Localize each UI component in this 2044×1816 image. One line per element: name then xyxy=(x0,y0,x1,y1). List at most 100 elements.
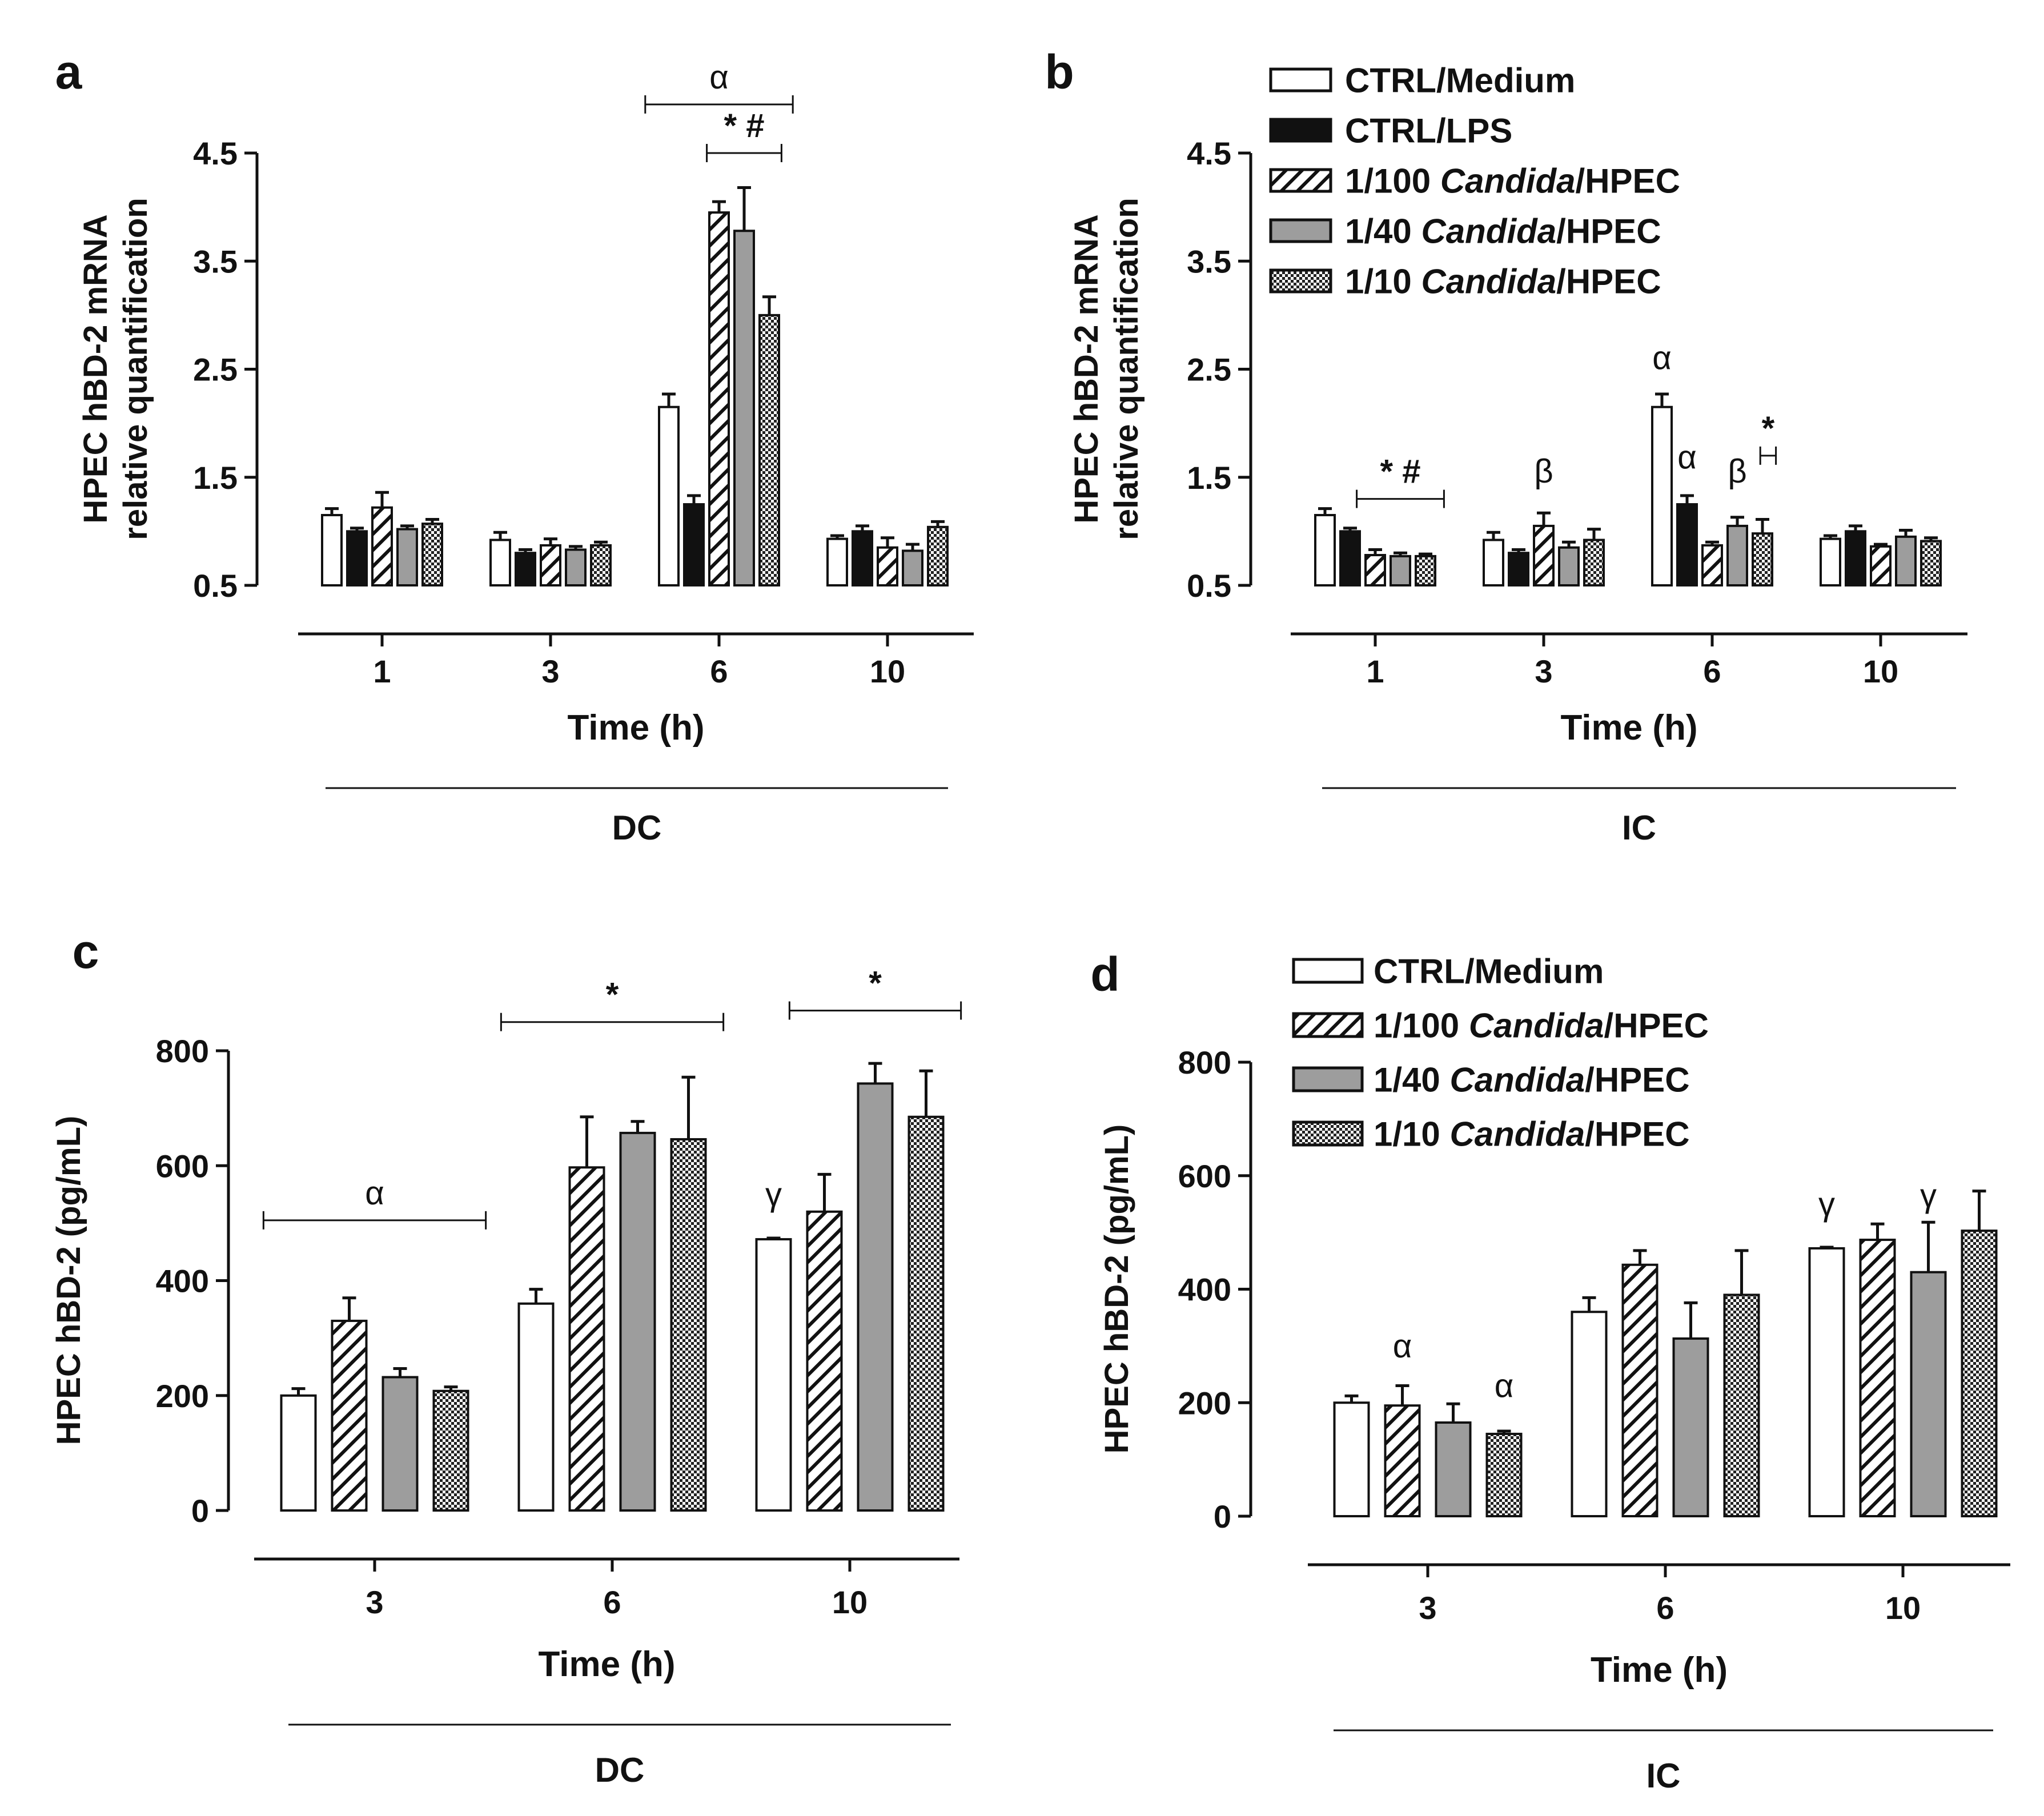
bar-a-s3-c1 xyxy=(565,548,587,586)
significance-mark: α xyxy=(1677,439,1697,476)
y-tick-label: 0 xyxy=(191,1493,209,1529)
bar-d-s2-c1 xyxy=(1672,1337,1709,1518)
significance-mark: α xyxy=(1495,1367,1514,1404)
significance-mark: γ xyxy=(1920,1177,1937,1214)
bar-d-s3-c2 xyxy=(1961,1230,1998,1518)
bar-b-s3-c0 xyxy=(1390,555,1411,587)
significance-mark: α xyxy=(709,59,729,96)
y-tick-label: 1.5 xyxy=(193,460,238,496)
legend-label: 1/100 Candida/HPEC xyxy=(1374,1007,1709,1045)
legend-label: CTRL/LPS xyxy=(1345,112,1512,150)
x-axis-title: Time (h) xyxy=(1591,1650,1728,1690)
legend-swatch xyxy=(1269,67,1332,93)
bar-b-s2-c0 xyxy=(1364,554,1386,587)
bar-b-s4-c0 xyxy=(1415,555,1436,587)
significance-mark: * xyxy=(1762,410,1775,447)
legend-label: CTRL/Medium xyxy=(1345,62,1575,100)
y-tick-label: 1.5 xyxy=(1187,460,1231,496)
legend-swatch xyxy=(1269,218,1332,243)
legend-label: 1/40 Candida/HPEC xyxy=(1374,1061,1690,1099)
y-tick-label: 4.5 xyxy=(193,135,238,171)
legend-swatch xyxy=(1269,268,1332,294)
significance-mark: * xyxy=(869,965,882,1002)
bar-d-s0-c1 xyxy=(1571,1311,1608,1517)
y-tick-label: 0.5 xyxy=(1187,568,1231,604)
bar-a-s3-c3 xyxy=(902,549,923,587)
bar-c-s1-c1 xyxy=(568,1166,605,1512)
legend-label: 1/40 Candida/HPEC xyxy=(1345,212,1661,251)
y-axis-title: HPEC hBD-2 (pg/mL) xyxy=(1098,1124,1135,1454)
y-tick-label: 400 xyxy=(1178,1272,1231,1308)
significance-mark: γ xyxy=(1818,1186,1835,1223)
group-label: DC xyxy=(612,809,662,847)
x-axis-title: Time (h) xyxy=(1561,708,1698,748)
x-tick-label: 6 xyxy=(1656,1590,1674,1626)
x-tick-label: 3 xyxy=(541,653,559,689)
y-tick-label: 200 xyxy=(156,1378,209,1414)
legend-label: CTRL/Medium xyxy=(1374,953,1604,991)
bar-a-s2-c0 xyxy=(371,506,393,586)
bar-a-s2-c2 xyxy=(708,211,730,586)
x-tick-label: 6 xyxy=(603,1584,621,1620)
y-tick-label: 4.5 xyxy=(1187,135,1231,171)
bar-c-s2-c2 xyxy=(857,1082,894,1512)
bar-d-s2-c0 xyxy=(1435,1421,1472,1517)
panel-letter: c xyxy=(73,925,99,978)
legend-swatch xyxy=(1292,1012,1364,1038)
group-label: IC xyxy=(1622,809,1656,847)
x-tick-label: 1 xyxy=(373,653,391,689)
legend-label: 1/10 Candida/HPEC xyxy=(1345,263,1661,301)
bar-b-s2-c1 xyxy=(1533,524,1555,586)
y-tick-label: 0 xyxy=(1214,1498,1231,1534)
x-tick-label: 6 xyxy=(710,653,728,689)
bar-d-s3-c0 xyxy=(1485,1432,1523,1517)
bar-c-s3-c1 xyxy=(670,1138,707,1512)
x-tick-label: 10 xyxy=(1863,653,1898,689)
bar-b-s1-c0 xyxy=(1339,530,1361,586)
bar-a-s3-c0 xyxy=(396,528,418,587)
legend-swatch xyxy=(1269,168,1332,193)
panel-letter: b xyxy=(1045,45,1074,99)
bar-a-s4-c3 xyxy=(927,525,949,586)
group-label: IC xyxy=(1647,1757,1681,1795)
bar-d-s3-c1 xyxy=(1723,1293,1760,1517)
bar-b-s3-c3 xyxy=(1895,535,1917,587)
significance-mark: * # xyxy=(1380,453,1421,491)
y-axis-title: HPEC hBD-2 mRNArelative quantification xyxy=(77,198,154,540)
panel-c: c 0 200 400 600 800 HPEC hBD-2 (pg/mL) 3 6 10 Time… xyxy=(50,925,962,1789)
x-tick-label: 10 xyxy=(1885,1590,1921,1626)
bar-c-s2-c0 xyxy=(382,1376,419,1512)
bar-b-s0-c3 xyxy=(1820,537,1841,586)
y-axis-title: HPEC hBD-2 mRNArelative quantification xyxy=(1068,198,1145,540)
x-tick-label: 10 xyxy=(832,1584,868,1620)
y-tick-label: 0.5 xyxy=(193,568,238,604)
x-tick-label: 3 xyxy=(1419,1590,1436,1626)
legend-label: 1/10 Candida/HPEC xyxy=(1374,1115,1690,1154)
x-tick-label: 3 xyxy=(366,1584,383,1620)
panel-letter: d xyxy=(1090,947,1119,1001)
bar-a-s2-c1 xyxy=(540,544,561,586)
bar-a-s1-c0 xyxy=(346,530,368,586)
legend: CTRL/Medium 1/100 Candida/HPEC 1/40 Candid… xyxy=(1292,953,1709,1154)
x-axis-title: Time (h) xyxy=(568,708,705,748)
bar-a-s0-c3 xyxy=(826,537,848,586)
panel-letter: a xyxy=(55,45,83,99)
bar-b-s1-c1 xyxy=(1508,552,1529,586)
y-tick-label: 600 xyxy=(1178,1158,1231,1194)
y-axis-title: HPEC hBD-2 (pg/mL) xyxy=(50,1116,87,1445)
bar-c-s3-c2 xyxy=(907,1115,945,1512)
significance-mark: * xyxy=(606,977,619,1014)
bar-b-s4-c3 xyxy=(1920,540,1942,586)
bar-c-s0-c1 xyxy=(517,1302,555,1512)
bar-c-s3-c0 xyxy=(432,1389,469,1512)
x-axis-title: Time (h) xyxy=(539,1645,676,1684)
y-tick-label: 800 xyxy=(156,1033,209,1069)
bar-b-s4-c1 xyxy=(1583,539,1605,587)
bar-b-s0-c0 xyxy=(1314,513,1336,586)
significance-mark: α xyxy=(1393,1328,1412,1365)
significance-mark: * # xyxy=(724,107,765,144)
legend-swatch xyxy=(1269,118,1332,143)
x-tick-label: 3 xyxy=(1535,653,1552,689)
bar-c-s0-c0 xyxy=(280,1394,317,1512)
bar-c-s1-c0 xyxy=(331,1319,368,1512)
